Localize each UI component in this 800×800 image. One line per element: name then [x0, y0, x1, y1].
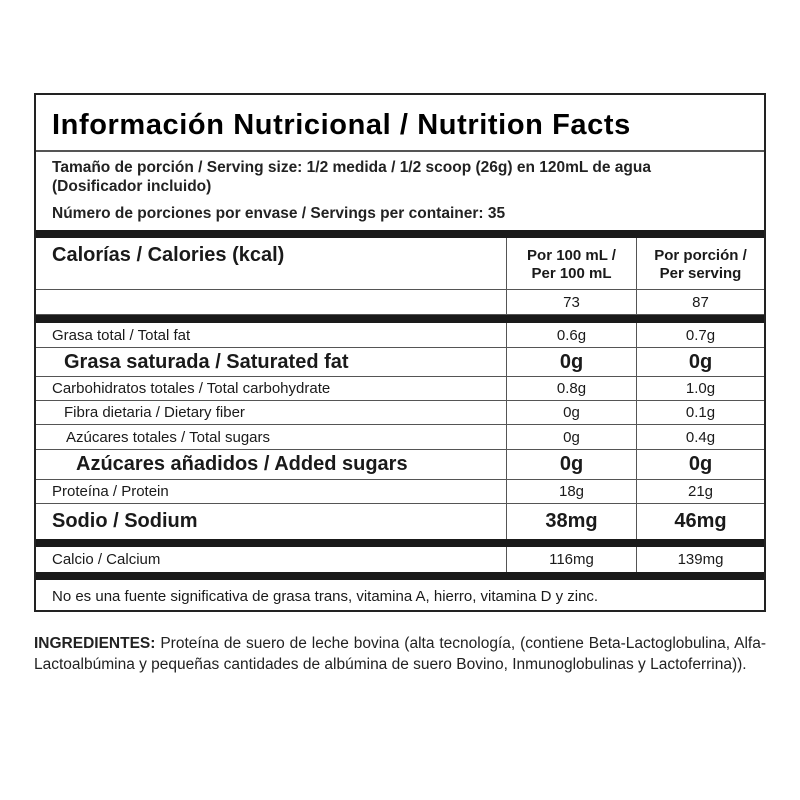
calories-per-serving: 87	[636, 290, 764, 314]
nutrient-label: Grasa total / Total fat	[52, 326, 191, 344]
nutrient-row-protein: Proteína / Protein 18g 21g	[36, 480, 764, 504]
value-per-serving: 0g	[636, 450, 764, 479]
header-line: Per serving	[659, 264, 742, 282]
value-per-serving: 0.7g	[636, 323, 764, 347]
value-per-100ml: 18g	[506, 480, 636, 503]
value-per-serving: 0.1g	[636, 401, 764, 424]
calories-values-row: 73 87	[36, 290, 764, 315]
header-line: Por porción /	[654, 246, 747, 264]
nutrient-row-calcium: Calcio / Calcium 116mg 139mg	[36, 547, 764, 572]
nutrient-row-saturated-fat: Grasa saturada / Saturated fat 0g 0g	[36, 348, 764, 377]
nutrient-row-total-sugars: Azúcares totales / Total sugars 0g 0.4g	[36, 425, 764, 450]
serving-note: (Dosificador incluido)	[52, 178, 212, 195]
value-per-100ml: 0.6g	[506, 323, 636, 347]
value-per-100ml: 116mg	[506, 547, 636, 572]
divider	[36, 572, 764, 580]
nutrient-row-total-carbohydrate: Carbohidratos totales / Total carbohydra…	[36, 377, 764, 401]
nutrient-label: Carbohidratos totales / Total carbohydra…	[52, 380, 331, 397]
value-per-100ml: 0g	[506, 450, 636, 479]
empty-cell	[36, 290, 506, 314]
serving-size: Tamaño de porción / Serving size: 1/2 me…	[52, 159, 651, 176]
nutrient-label: Calcio / Calcium	[52, 551, 161, 568]
serving-info: Tamaño de porción / Serving size: 1/2 me…	[36, 152, 764, 230]
value-per-serving: 46mg	[636, 504, 764, 539]
footnote: No es una fuente significativa de grasa …	[52, 588, 599, 605]
value-per-100ml: 38mg	[506, 504, 636, 539]
nutrient-label: Azúcares totales / Total sugars	[66, 428, 270, 446]
ingredients: INGREDIENTES: Proteína de suero de leche…	[34, 633, 766, 675]
value-per-100ml: 0g	[506, 348, 636, 376]
header-line: Por 100 mL /	[527, 246, 616, 264]
value-per-serving: 0g	[636, 348, 764, 376]
label-title: Información Nutricional / Nutrition Fact…	[36, 95, 764, 152]
divider	[36, 230, 764, 238]
nutrient-row-total-fat: Grasa total / Total fat 0.6g 0.7g	[36, 323, 764, 348]
calories-per-100ml: 73	[506, 290, 636, 314]
nutrient-label: Fibra dietaria / Dietary fiber	[64, 404, 245, 421]
servings-per-container: Número de porciones por envase / Serving…	[52, 205, 506, 222]
value-per-serving: 1.0g	[636, 377, 764, 400]
ingredients-text: Proteína de suero de leche bovina (alta …	[34, 635, 766, 673]
ingredients-heading: INGREDIENTES:	[34, 635, 156, 652]
value-per-serving: 139mg	[636, 547, 764, 572]
nutrient-row-sodium: Sodio / Sodium 38mg 46mg	[36, 504, 764, 539]
nutrient-label: Azúcares añadidos / Added sugars	[76, 453, 408, 475]
nutrient-row-added-sugars: Azúcares añadidos / Added sugars 0g 0g	[36, 450, 764, 480]
calories-header-row: Calorías / Calories (kcal) Por 100 mL / P…	[36, 238, 764, 290]
divider	[36, 539, 764, 547]
value-per-100ml: 0g	[506, 425, 636, 449]
calories-label: Calorías / Calories (kcal)	[52, 244, 285, 266]
header-line: Per 100 mL	[531, 264, 612, 282]
nutrient-label: Proteína / Protein	[52, 483, 169, 500]
nutrient-label: Grasa saturada / Saturated fat	[64, 350, 349, 373]
column-header-per-serving: Por porción / Per serving	[636, 238, 764, 289]
nutrition-facts-label: Información Nutricional / Nutrition Fact…	[34, 93, 766, 612]
value-per-100ml: 0g	[506, 401, 636, 424]
nutrient-label: Sodio / Sodium	[52, 510, 198, 532]
value-per-100ml: 0.8g	[506, 377, 636, 400]
column-header-per-100ml: Por 100 mL / Per 100 mL	[506, 238, 636, 289]
value-per-serving: 0.4g	[636, 425, 764, 449]
value-per-serving: 21g	[636, 480, 764, 503]
divider	[36, 315, 764, 323]
nutrient-row-dietary-fiber: Fibra dietaria / Dietary fiber 0g 0.1g	[36, 401, 764, 425]
